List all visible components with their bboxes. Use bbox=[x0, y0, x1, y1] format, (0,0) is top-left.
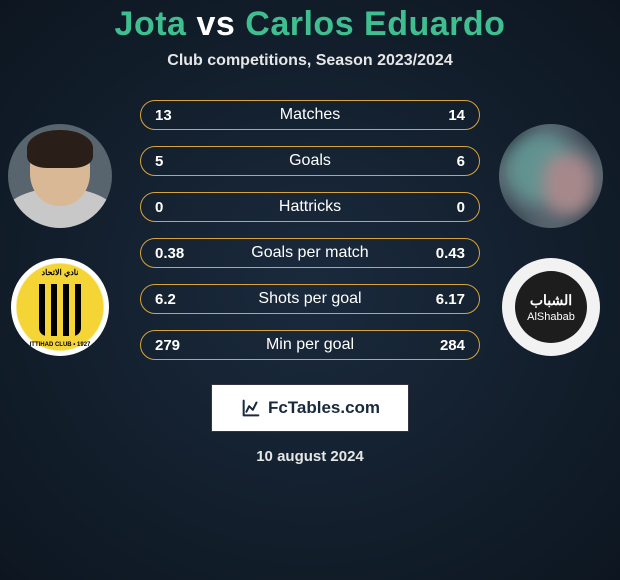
stat-left-value: 6.2 bbox=[155, 291, 176, 308]
player2-avatar bbox=[499, 124, 603, 228]
stat-right-value: 14 bbox=[448, 107, 465, 124]
stat-left-value: 5 bbox=[155, 153, 163, 170]
stat-label: Shots per goal bbox=[258, 290, 361, 308]
stat-right-value: 6.17 bbox=[436, 291, 465, 308]
stat-label: Hattricks bbox=[279, 198, 341, 216]
badge1-text-bottom: ITTIHAD CLUB • 1927 bbox=[30, 342, 91, 348]
badge2-text-en: AlShabab bbox=[527, 311, 575, 323]
stat-left-value: 0.38 bbox=[155, 245, 184, 262]
footer-date: 10 august 2024 bbox=[256, 448, 364, 465]
fctables-icon bbox=[240, 397, 262, 419]
player1-club-badge: نادي الاتحاد ITTIHAD CLUB • 1927 bbox=[11, 258, 109, 356]
stat-label: Min per goal bbox=[266, 336, 354, 354]
site-badge: FcTables.com bbox=[211, 384, 409, 432]
vs-label: vs bbox=[196, 5, 235, 44]
player2-club-badge: الشباب AlShabab bbox=[502, 258, 600, 356]
stat-label: Goals bbox=[289, 152, 331, 170]
badge2-text-ar: الشباب bbox=[530, 292, 572, 309]
player1-name: Jota bbox=[115, 5, 187, 44]
comparison-title: Jota vs Carlos Eduardo bbox=[115, 5, 506, 44]
stat-right-value: 6 bbox=[457, 153, 465, 170]
badge1-text-top: نادي الاتحاد bbox=[42, 268, 79, 277]
subtitle: Club competitions, Season 2023/2024 bbox=[167, 52, 452, 70]
stats-list: 13 14 Matches 5 6 Goals 0 0 Hattricks 0.38 0.43 Goa… bbox=[140, 100, 480, 360]
player1-avatar bbox=[8, 124, 112, 228]
player2-name: Carlos Eduardo bbox=[245, 5, 505, 44]
stat-left-value: 13 bbox=[155, 107, 172, 124]
right-column: الشباب AlShabab bbox=[499, 124, 603, 356]
stat-left-value: 279 bbox=[155, 337, 180, 354]
left-column: نادي الاتحاد ITTIHAD CLUB • 1927 bbox=[8, 124, 112, 356]
stat-label: Matches bbox=[280, 106, 340, 124]
stat-right-value: 0.43 bbox=[436, 245, 465, 262]
stat-left-value: 0 bbox=[155, 199, 163, 216]
stat-label: Goals per match bbox=[251, 244, 368, 262]
stat-right-value: 0 bbox=[457, 199, 465, 216]
stat-right-value: 284 bbox=[440, 337, 465, 354]
site-name: FcTables.com bbox=[268, 398, 380, 418]
